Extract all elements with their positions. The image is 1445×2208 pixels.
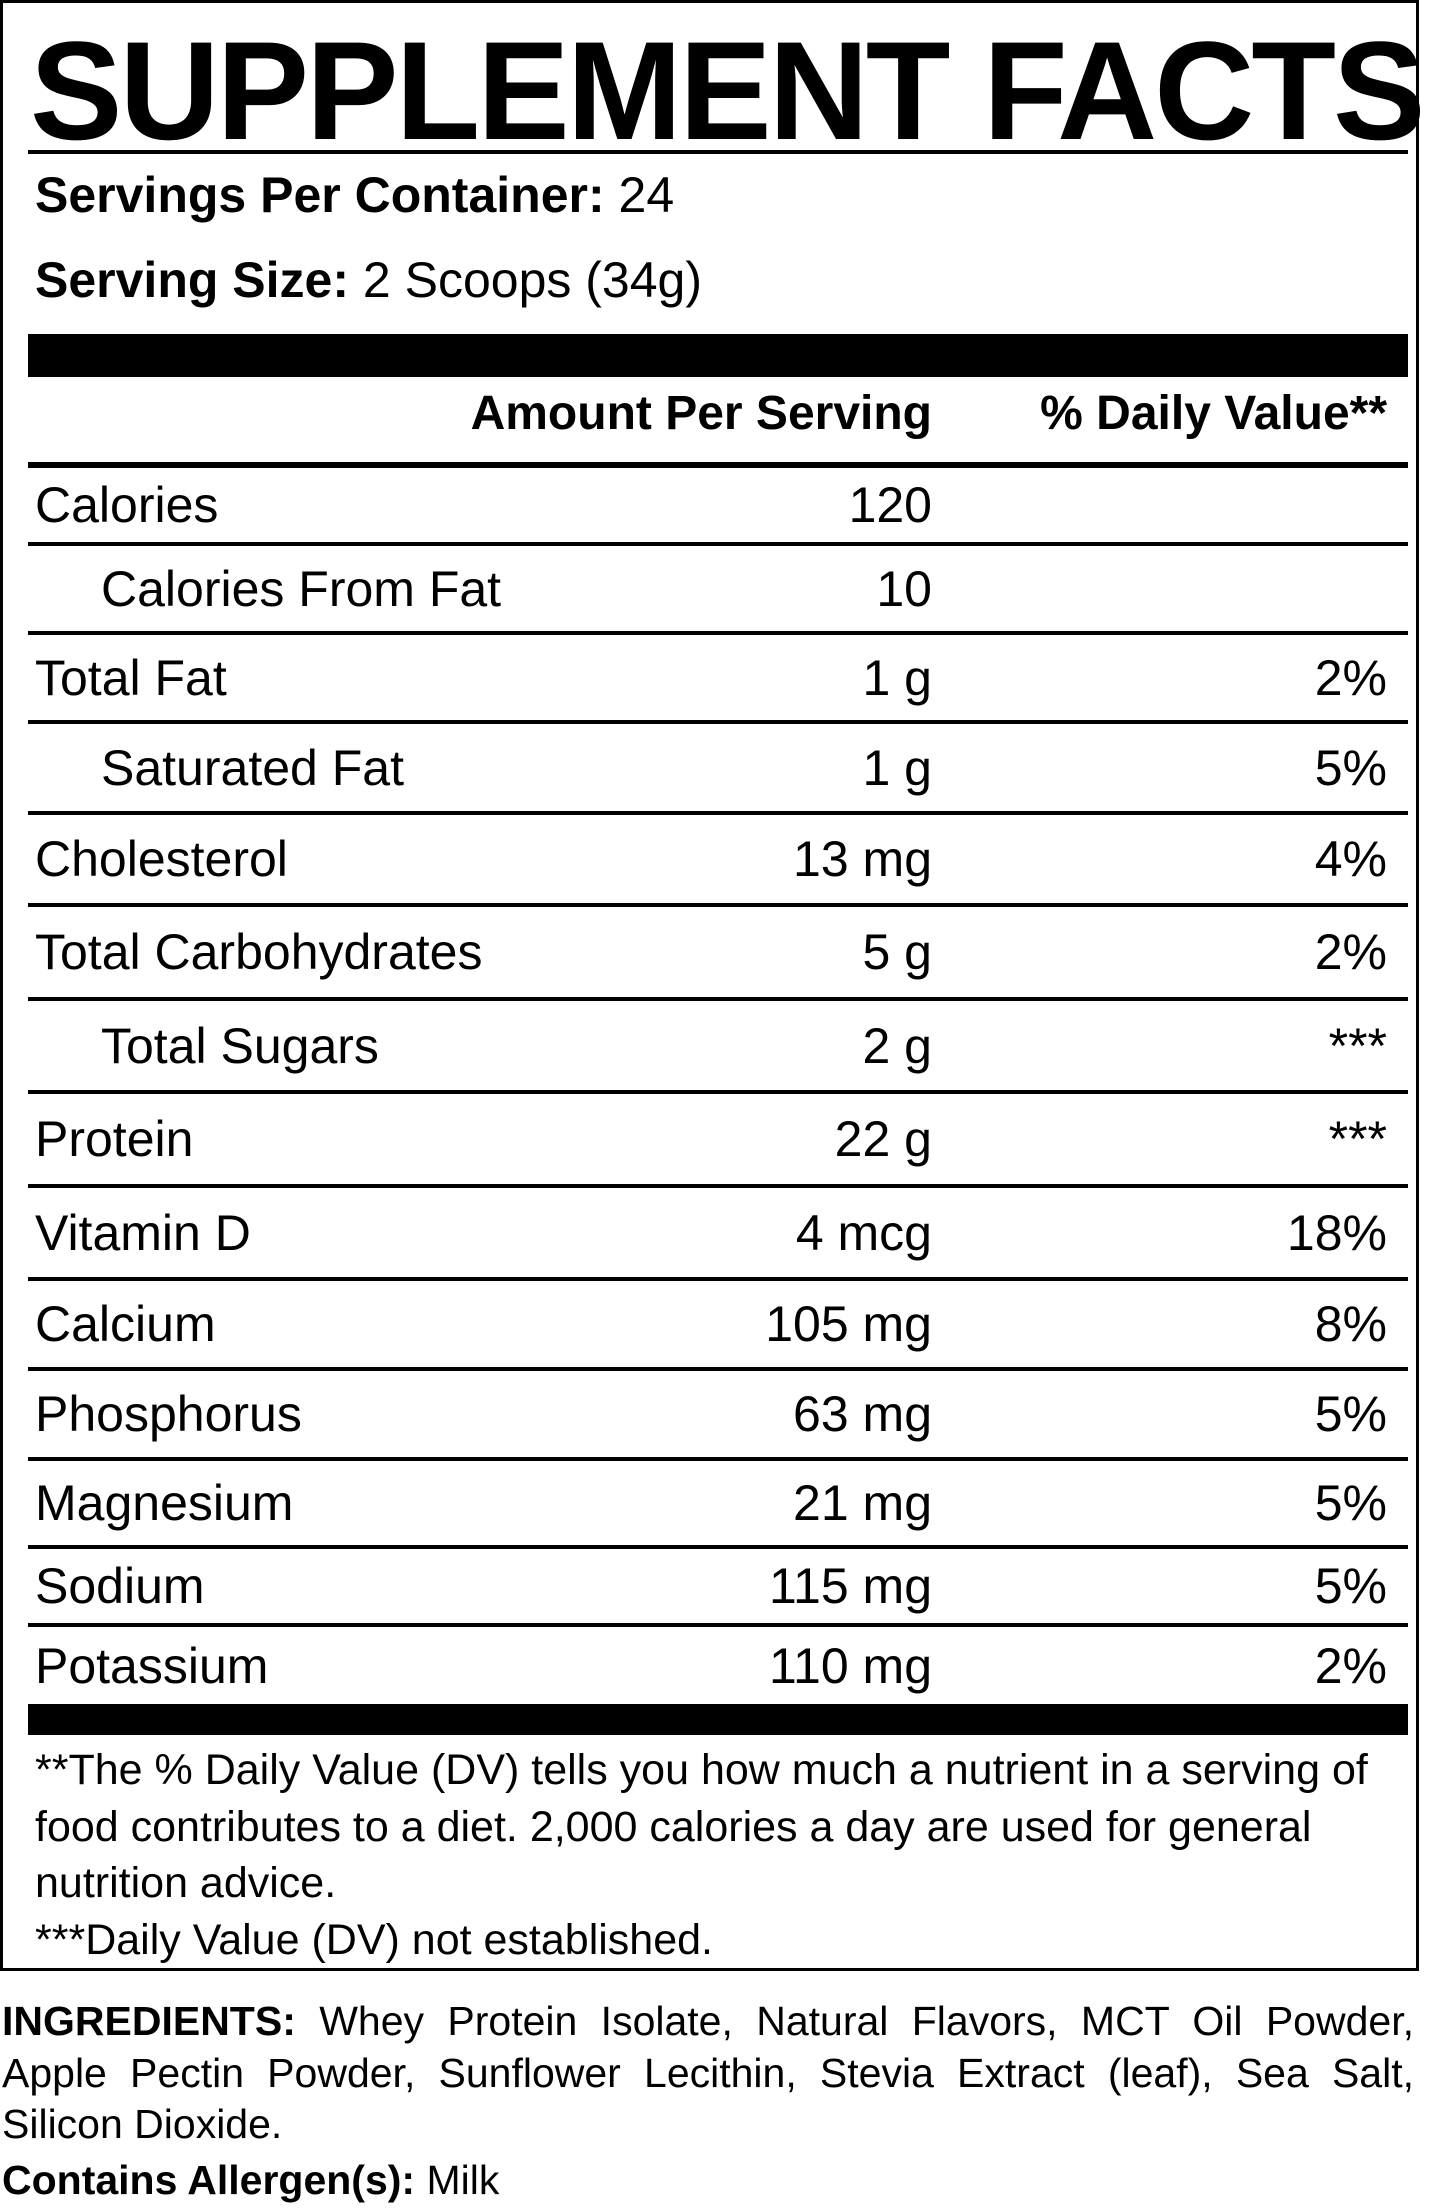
nutrient-amount: 4 mcg	[795, 1204, 932, 1261]
nutrient-name: Vitamin D	[35, 1204, 251, 1261]
nutrient-table: Calories 120 Calories From Fat 10 Total Fa…	[28, 462, 1408, 1704]
nutrient-name: Phosphorus	[35, 1386, 302, 1442]
allergens: Contains Allergen(s): Milk	[2, 2156, 499, 2205]
nutrient-amount: 2 g	[862, 1017, 932, 1074]
table-row: Sodium 115 mg 5%	[28, 1545, 1408, 1623]
nutrient-name: Saturated Fat	[101, 739, 404, 796]
table-row: Total Fat 1 g 2%	[28, 631, 1408, 720]
nutrient-amount: 1 g	[862, 739, 932, 796]
nutrient-amount: 1 g	[862, 649, 932, 706]
nutrient-name: Total Fat	[35, 649, 227, 706]
nutrient-amount: 120	[848, 477, 932, 533]
nutrient-name: Calories	[35, 477, 219, 533]
nutrient-dv: 5%	[1314, 1386, 1387, 1442]
nutrient-name: Calories From Fat	[101, 560, 502, 617]
nutrient-amount: 110 mg	[768, 1637, 932, 1694]
nutrient-dv: ***	[1328, 1111, 1387, 1167]
allergens-value: Milk	[426, 2157, 500, 2203]
nutrient-amount: 63 mg	[793, 1386, 932, 1442]
serving-size-label: Serving Size:	[35, 252, 349, 308]
nutrient-dv: 2%	[1314, 1637, 1387, 1694]
nutrient-name: Magnesium	[35, 1475, 294, 1531]
servings-value: 24	[618, 167, 675, 223]
nutrient-amount: 21 mg	[793, 1475, 932, 1531]
ingredients-label: INGREDIENTS:	[2, 1998, 296, 2044]
table-row: Total Carbohydrates 5 g 2%	[28, 903, 1408, 997]
table-row: Vitamin D 4 mcg 18%	[28, 1184, 1408, 1277]
nutrient-dv: 2%	[1314, 924, 1387, 980]
daily-value-column-header: % Daily Value**	[1040, 387, 1387, 440]
table-row: Total Sugars 2 g ***	[28, 997, 1408, 1090]
table-row: Calories From Fat 10	[28, 542, 1408, 631]
table-row: Magnesium 21 mg 5%	[28, 1457, 1408, 1545]
nutrient-name: Calcium	[35, 1296, 216, 1352]
thick-divider	[28, 334, 1408, 377]
nutrient-dv: 5%	[1314, 1558, 1387, 1614]
table-row: Calcium 105 mg 8%	[28, 1277, 1408, 1367]
thick-divider	[28, 1704, 1408, 1735]
nutrient-name: Protein	[35, 1111, 194, 1167]
allergens-label: Contains Allergen(s):	[2, 2157, 416, 2203]
nutrient-name: Total Carbohydrates	[35, 924, 483, 980]
nutrient-amount: 22 g	[834, 1111, 932, 1167]
ingredients: INGREDIENTS: Whey Protein Isolate, Natur…	[2, 1996, 1414, 2151]
serving-size-value: 2 Scoops (34g)	[362, 252, 702, 308]
nutrient-dv: 5%	[1314, 739, 1387, 796]
divider	[28, 150, 1408, 154]
nutrient-name: Cholesterol	[35, 831, 288, 887]
amount-column-header: Amount Per Serving	[470, 387, 932, 440]
table-row: Calories 120	[28, 462, 1408, 542]
nutrient-dv: 4%	[1314, 831, 1387, 887]
table-row: Phosphorus 63 mg 5%	[28, 1367, 1408, 1457]
footnotes: **The % Daily Value (DV) tells you how m…	[35, 1742, 1405, 1968]
nutrient-amount: 5 g	[862, 924, 932, 980]
not-established-footnote: ***Daily Value (DV) not established.	[35, 1915, 713, 1964]
nutrient-dv: 5%	[1314, 1475, 1387, 1531]
nutrient-amount: 115 mg	[768, 1558, 932, 1614]
servings-label: Servings Per Container:	[35, 167, 605, 223]
ingredients-text: Whey Protein Isolate, Natural Flavors, M…	[2, 1998, 1414, 2147]
table-row: Cholesterol 13 mg 4%	[28, 811, 1408, 903]
supplement-facts-panel	[0, 0, 1419, 1971]
nutrient-amount: 10	[876, 560, 932, 617]
nutrient-dv: 18%	[1286, 1204, 1387, 1261]
nutrient-name: Sodium	[35, 1558, 205, 1614]
table-row: Protein 22 g ***	[28, 1090, 1408, 1184]
nutrient-name: Total Sugars	[101, 1017, 379, 1074]
daily-value-footnote: **The % Daily Value (DV) tells you how m…	[35, 1746, 1368, 1907]
nutrient-dv: 8%	[1314, 1296, 1387, 1352]
serving-size: Serving Size: 2 Scoops (34g)	[35, 255, 702, 305]
table-row: Potassium 110 mg 2%	[28, 1623, 1408, 1704]
nutrient-name: Potassium	[35, 1637, 269, 1694]
table-row: Saturated Fat 1 g 5%	[28, 720, 1408, 811]
nutrient-dv: 2%	[1314, 649, 1387, 706]
nutrient-dv: ***	[1328, 1017, 1387, 1074]
nutrient-amount: 105 mg	[765, 1296, 932, 1352]
servings-per-container: Servings Per Container: 24	[35, 170, 674, 220]
panel-title: SUPPLEMENT FACTS	[30, 12, 1425, 169]
nutrient-amount: 13 mg	[793, 831, 932, 887]
